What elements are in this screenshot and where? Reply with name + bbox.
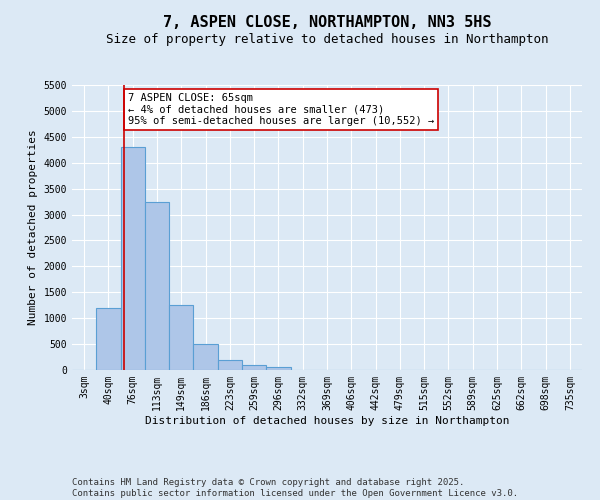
Text: Contains HM Land Registry data © Crown copyright and database right 2025.
Contai: Contains HM Land Registry data © Crown c… <box>72 478 518 498</box>
X-axis label: Distribution of detached houses by size in Northampton: Distribution of detached houses by size … <box>145 416 509 426</box>
Text: 7, ASPEN CLOSE, NORTHAMPTON, NN3 5HS: 7, ASPEN CLOSE, NORTHAMPTON, NN3 5HS <box>163 15 491 30</box>
Bar <box>218 360 242 370</box>
Bar <box>121 147 145 370</box>
Bar <box>193 344 218 370</box>
Bar <box>169 305 193 370</box>
Bar <box>242 365 266 370</box>
Bar <box>266 367 290 370</box>
Bar <box>96 308 121 370</box>
Text: Size of property relative to detached houses in Northampton: Size of property relative to detached ho… <box>106 32 548 46</box>
Y-axis label: Number of detached properties: Number of detached properties <box>28 130 38 326</box>
Text: 7 ASPEN CLOSE: 65sqm
← 4% of detached houses are smaller (473)
95% of semi-detac: 7 ASPEN CLOSE: 65sqm ← 4% of detached ho… <box>128 93 434 126</box>
Bar <box>145 202 169 370</box>
